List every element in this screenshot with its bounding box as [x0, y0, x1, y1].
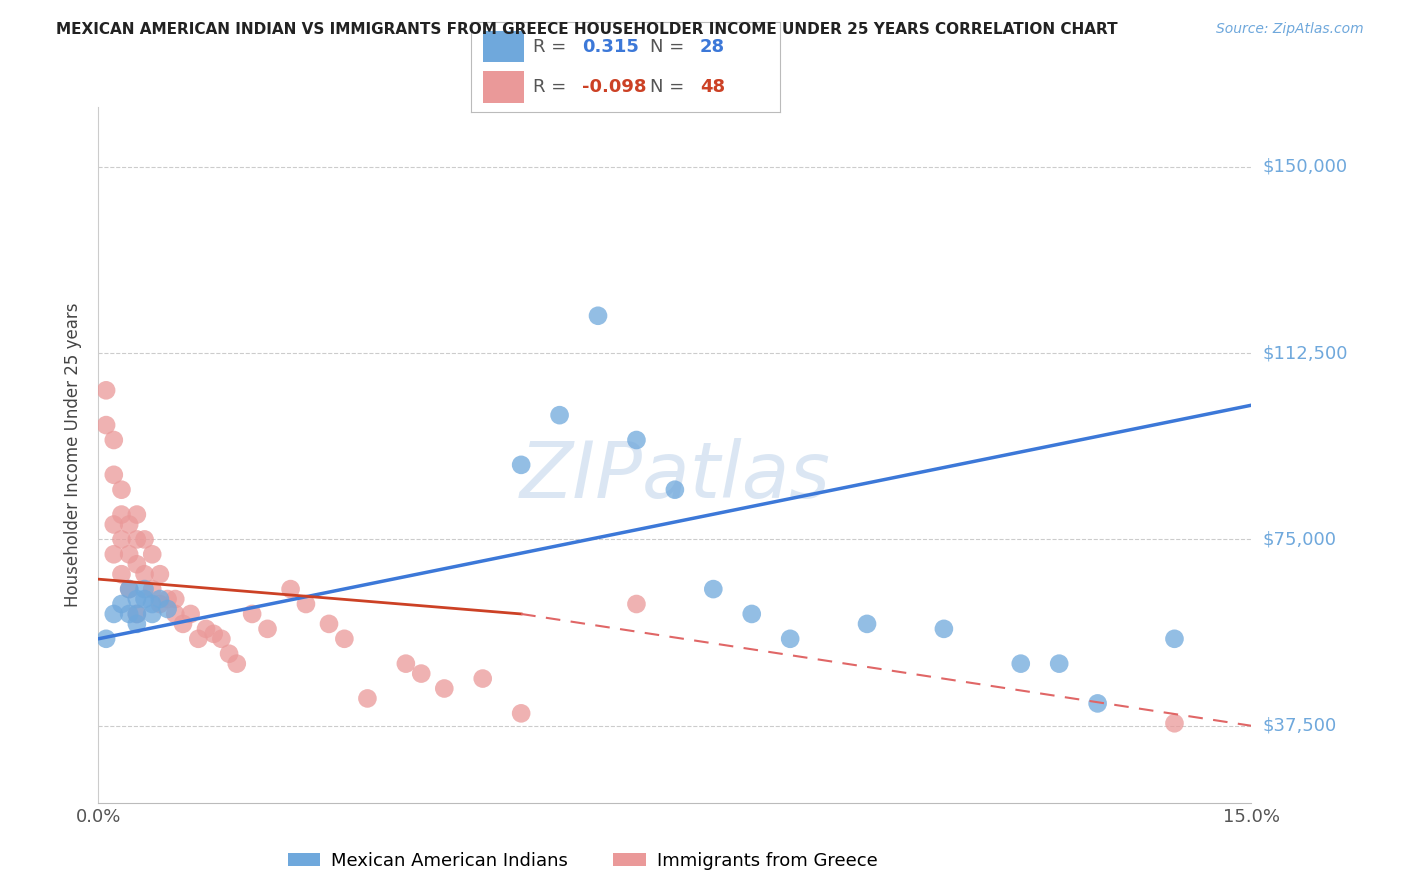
Text: N =: N =: [651, 37, 690, 56]
Point: [125, 558, 148, 572]
Point: [333, 632, 356, 646]
Point: [318, 616, 340, 631]
Point: [156, 602, 179, 616]
Bar: [484, 71, 523, 103]
Point: [118, 607, 141, 621]
Point: [548, 408, 571, 422]
Point: [125, 508, 148, 522]
Text: 48: 48: [700, 78, 725, 96]
Text: R =: R =: [533, 37, 572, 56]
Point: [1163, 716, 1185, 731]
Point: [110, 567, 132, 582]
Point: [195, 622, 218, 636]
Point: [702, 582, 724, 596]
Point: [149, 592, 172, 607]
Point: [1010, 657, 1032, 671]
Point: [118, 582, 141, 596]
Point: [1047, 657, 1070, 671]
Text: 0.315: 0.315: [582, 37, 640, 56]
Point: [134, 533, 156, 547]
Point: [141, 547, 163, 561]
Point: [134, 582, 156, 596]
Point: [134, 592, 156, 607]
Point: [180, 607, 202, 621]
Point: [125, 607, 148, 621]
Point: [134, 567, 156, 582]
Point: [433, 681, 456, 696]
Point: [94, 384, 117, 398]
Point: [165, 607, 187, 621]
Point: [125, 616, 148, 631]
Point: [240, 607, 263, 621]
Point: [856, 616, 879, 631]
Point: [103, 607, 125, 621]
Point: [1087, 697, 1109, 711]
Point: [149, 567, 172, 582]
Point: [395, 657, 418, 671]
Text: $75,000: $75,000: [1263, 531, 1337, 549]
Point: [1163, 632, 1185, 646]
Point: [118, 547, 141, 561]
Point: [103, 467, 125, 482]
Point: [187, 632, 209, 646]
Point: [125, 533, 148, 547]
Text: $150,000: $150,000: [1263, 158, 1347, 176]
Point: [110, 533, 132, 547]
Point: [165, 592, 187, 607]
Point: [141, 582, 163, 596]
Text: Source: ZipAtlas.com: Source: ZipAtlas.com: [1216, 22, 1364, 37]
Point: [510, 706, 533, 721]
Point: [225, 657, 247, 671]
Point: [94, 418, 117, 433]
Point: [626, 433, 648, 447]
Point: [118, 517, 141, 532]
Text: MEXICAN AMERICAN INDIAN VS IMMIGRANTS FROM GREECE HOUSEHOLDER INCOME UNDER 25 YE: MEXICAN AMERICAN INDIAN VS IMMIGRANTS FR…: [56, 22, 1118, 37]
Point: [141, 607, 163, 621]
Point: [411, 666, 433, 681]
Point: [626, 597, 648, 611]
Point: [94, 632, 117, 646]
Point: [356, 691, 378, 706]
Point: [280, 582, 302, 596]
Text: 28: 28: [700, 37, 725, 56]
Point: [110, 508, 132, 522]
Point: [256, 622, 278, 636]
Point: [202, 627, 225, 641]
Point: [172, 616, 194, 631]
Point: [149, 597, 172, 611]
Point: [779, 632, 801, 646]
Point: [209, 632, 232, 646]
Point: [141, 597, 163, 611]
Point: [103, 517, 125, 532]
Point: [125, 607, 148, 621]
Point: [118, 582, 141, 596]
Point: [741, 607, 763, 621]
Point: [110, 597, 132, 611]
Point: [471, 672, 494, 686]
Point: [586, 309, 609, 323]
Text: $112,500: $112,500: [1263, 344, 1348, 362]
Point: [125, 592, 148, 607]
Point: [295, 597, 318, 611]
Bar: [484, 31, 523, 62]
Point: [664, 483, 686, 497]
Text: $37,500: $37,500: [1263, 717, 1337, 735]
Text: -0.098: -0.098: [582, 78, 647, 96]
Point: [156, 592, 179, 607]
Text: N =: N =: [651, 78, 690, 96]
Y-axis label: Householder Income Under 25 years: Householder Income Under 25 years: [65, 302, 83, 607]
Point: [110, 483, 132, 497]
Text: ZIPatlas: ZIPatlas: [519, 438, 831, 514]
Point: [218, 647, 240, 661]
Point: [103, 433, 125, 447]
Text: R =: R =: [533, 78, 572, 96]
Legend: Mexican American Indians, Immigrants from Greece: Mexican American Indians, Immigrants fro…: [281, 845, 884, 877]
Point: [103, 547, 125, 561]
Point: [510, 458, 533, 472]
Point: [932, 622, 955, 636]
